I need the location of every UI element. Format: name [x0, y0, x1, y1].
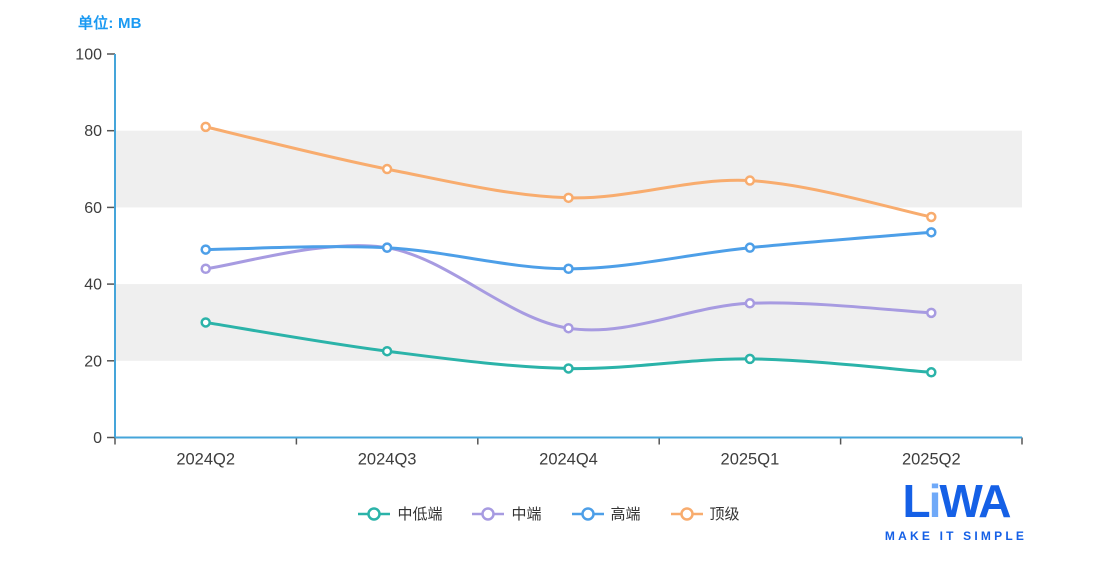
logo-letter-accent: i — [928, 475, 942, 527]
series-point-3 — [200, 121, 211, 133]
legend-marker-icon — [670, 506, 703, 521]
series-line-2 — [204, 230, 933, 271]
y-tick-label: 80 — [84, 123, 102, 140]
legend-label: 中端 — [511, 506, 542, 523]
legend-marker-icon — [571, 506, 604, 521]
legend-marker-icon — [358, 506, 391, 521]
series-point-3 — [744, 175, 756, 186]
y-tick-label: 40 — [84, 277, 102, 294]
legend-item-3[interactable]: 顶级 — [670, 503, 740, 524]
series-point-3 — [381, 163, 393, 175]
series-point-0 — [744, 353, 756, 365]
series-point-0 — [381, 345, 393, 357]
series-point-3 — [926, 211, 937, 223]
legend-item-1[interactable]: 中端 — [472, 503, 542, 524]
y-tick-label: 100 — [75, 47, 102, 64]
legend-label: 中低端 — [397, 506, 443, 523]
logo-tagline: MAKE IT SIMPLE — [884, 529, 1028, 543]
series-point-3 — [563, 192, 574, 204]
line-chart: 0 20 40 60 80 100 2024Q2 2024Q3 2024Q4 2025Q1 2025… — [75, 47, 1023, 469]
x-tick-label: 2025Q2 — [902, 451, 961, 469]
legend-item-0[interactable]: 中低端 — [358, 503, 442, 524]
legend-label: 高端 — [610, 506, 641, 523]
logo-letters: WA — [939, 475, 1011, 527]
series-point-2 — [381, 242, 393, 253]
series-point-1 — [926, 307, 937, 319]
series-point-2 — [563, 263, 574, 275]
x-tick-label: 2024Q3 — [358, 451, 417, 469]
series-point-0 — [563, 363, 574, 374]
series-point-0 — [926, 367, 937, 378]
legend: 中低端 中端 高端 顶级 — [0, 503, 1098, 524]
band — [115, 284, 1022, 361]
logo: LiWA MAKE IT SIMPLE — [856, 478, 1056, 542]
y-tick-label: 60 — [84, 200, 102, 217]
unit-label: 单位: MB — [78, 15, 142, 32]
series-point-2 — [200, 244, 211, 255]
legend-marker-icon — [472, 506, 505, 521]
series-point-1 — [200, 263, 211, 275]
series-point-1 — [744, 298, 756, 309]
legend-item-2[interactable]: 高端 — [571, 503, 641, 524]
y-tick-label: 0 — [93, 430, 102, 447]
x-tick-label: 2024Q2 — [176, 451, 235, 469]
series-point-1 — [563, 322, 574, 334]
legend-label: 顶级 — [709, 506, 740, 523]
logo-text: LiWA — [856, 478, 1056, 524]
series-point-2 — [926, 227, 937, 238]
y-tick-label: 20 — [84, 353, 102, 370]
series-point-0 — [200, 317, 211, 328]
x-tick-label: 2024Q4 — [539, 451, 598, 469]
x-tick-label: 2025Q1 — [721, 451, 780, 469]
logo-letter: L — [902, 475, 931, 527]
series-point-2 — [744, 242, 756, 253]
